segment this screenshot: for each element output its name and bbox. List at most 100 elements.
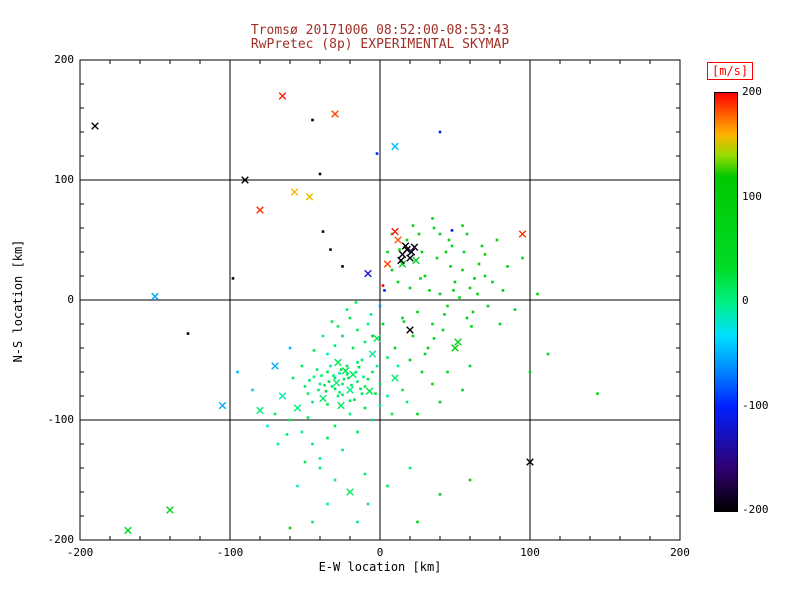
data-point-dot — [341, 334, 344, 338]
data-point-cross — [341, 367, 350, 375]
data-point-cross — [373, 334, 381, 343]
x-tick-label: 0 — [376, 546, 384, 559]
data-point-dot — [317, 388, 320, 392]
data-point-dot — [330, 385, 334, 388]
x-tick-label: 100 — [520, 546, 540, 559]
data-point-dot — [411, 224, 415, 227]
data-point-dot — [323, 383, 326, 387]
data-point-cross — [256, 406, 264, 415]
data-point-dot — [300, 430, 304, 434]
data-point-dot — [320, 374, 323, 377]
data-point-dot — [438, 292, 442, 296]
data-point-dot — [326, 352, 329, 356]
data-point-dot — [462, 250, 466, 254]
data-point-dot — [356, 380, 359, 383]
data-point-dot — [333, 478, 337, 482]
data-point-cross — [337, 401, 345, 410]
data-point-dot — [345, 308, 349, 311]
data-point-dot — [350, 383, 353, 387]
data-point-cross — [166, 506, 174, 514]
data-point-dot — [432, 337, 436, 340]
data-point-dot — [371, 370, 374, 374]
data-point-dot — [353, 398, 356, 401]
data-point-dot — [338, 391, 341, 394]
data-point-dot — [348, 412, 352, 416]
data-point-dot — [449, 265, 452, 268]
data-point-dot — [378, 404, 382, 407]
data-point-dot — [345, 373, 349, 376]
data-point-dot — [363, 472, 367, 476]
data-point-dot — [315, 368, 319, 371]
data-point-cross — [391, 142, 399, 151]
colorbar — [714, 92, 738, 512]
data-point-dot — [443, 313, 446, 316]
data-point-cross — [368, 350, 377, 358]
data-point-dot — [521, 256, 524, 260]
colorbar-tick-label: 0 — [742, 294, 749, 307]
data-point-dot — [390, 268, 394, 272]
data-point-dot — [311, 400, 314, 404]
data-point-dot — [446, 370, 449, 374]
data-point-cross — [394, 236, 402, 244]
data-point-dot — [363, 385, 367, 388]
data-point-dot — [420, 250, 424, 254]
data-point-dot — [386, 484, 389, 488]
data-point-dot — [423, 274, 427, 278]
data-point-dot — [431, 217, 434, 220]
data-point-cross — [391, 374, 399, 382]
data-point-dot — [405, 238, 409, 242]
data-point-dot — [432, 226, 436, 230]
data-point-dot — [285, 433, 289, 436]
data-point-dot — [318, 466, 322, 470]
data-point-cross — [397, 256, 405, 265]
data-point-dot — [369, 313, 373, 316]
data-point-cross — [364, 269, 372, 278]
colorbar-tick-label: -200 — [742, 503, 769, 516]
data-point-dot — [308, 379, 311, 382]
data-point-dot — [416, 310, 419, 314]
data-point-dot — [321, 230, 325, 233]
data-point-dot — [312, 375, 316, 379]
data-point-cross — [383, 260, 392, 268]
data-point-dot — [381, 284, 385, 287]
data-point-dot — [461, 268, 464, 272]
data-point-dot — [447, 238, 451, 242]
data-point-cross — [271, 362, 279, 370]
data-point-dot — [401, 388, 404, 392]
data-point-dot — [339, 368, 343, 371]
data-point-dot — [495, 238, 499, 242]
data-point-dot — [360, 358, 364, 362]
data-point-cross — [278, 392, 287, 400]
data-point-cross — [218, 401, 227, 410]
data-point-dot — [356, 520, 359, 524]
data-point-dot — [354, 301, 358, 304]
data-point-dot — [288, 346, 292, 350]
data-point-dot — [318, 457, 322, 460]
y-tick-label: -100 — [47, 413, 75, 426]
x-tick-label: -100 — [216, 546, 244, 559]
data-point-cross — [451, 344, 459, 352]
data-point-dot — [435, 256, 439, 260]
data-point-dot — [375, 364, 379, 368]
data-point-cross — [290, 188, 299, 196]
data-point-dot — [236, 370, 239, 374]
data-point-cross — [346, 488, 354, 496]
x-tick-label: -200 — [66, 546, 94, 559]
data-point-dot — [477, 262, 481, 266]
data-point-cross — [91, 122, 99, 130]
y-tick-label: -200 — [47, 533, 75, 546]
data-point-dot — [501, 289, 505, 292]
data-point-dot — [513, 308, 517, 311]
data-point-cross — [305, 193, 314, 201]
data-point-dot — [354, 370, 358, 374]
data-point-dot — [374, 392, 377, 395]
data-point-dot — [341, 393, 344, 397]
data-point-dot — [468, 364, 472, 368]
data-point-cross — [151, 292, 159, 301]
data-point-dot — [393, 346, 397, 350]
data-point-dot — [398, 248, 401, 251]
data-point-dot — [318, 382, 322, 386]
data-point-cross — [319, 394, 327, 403]
data-point-dot — [330, 320, 334, 323]
